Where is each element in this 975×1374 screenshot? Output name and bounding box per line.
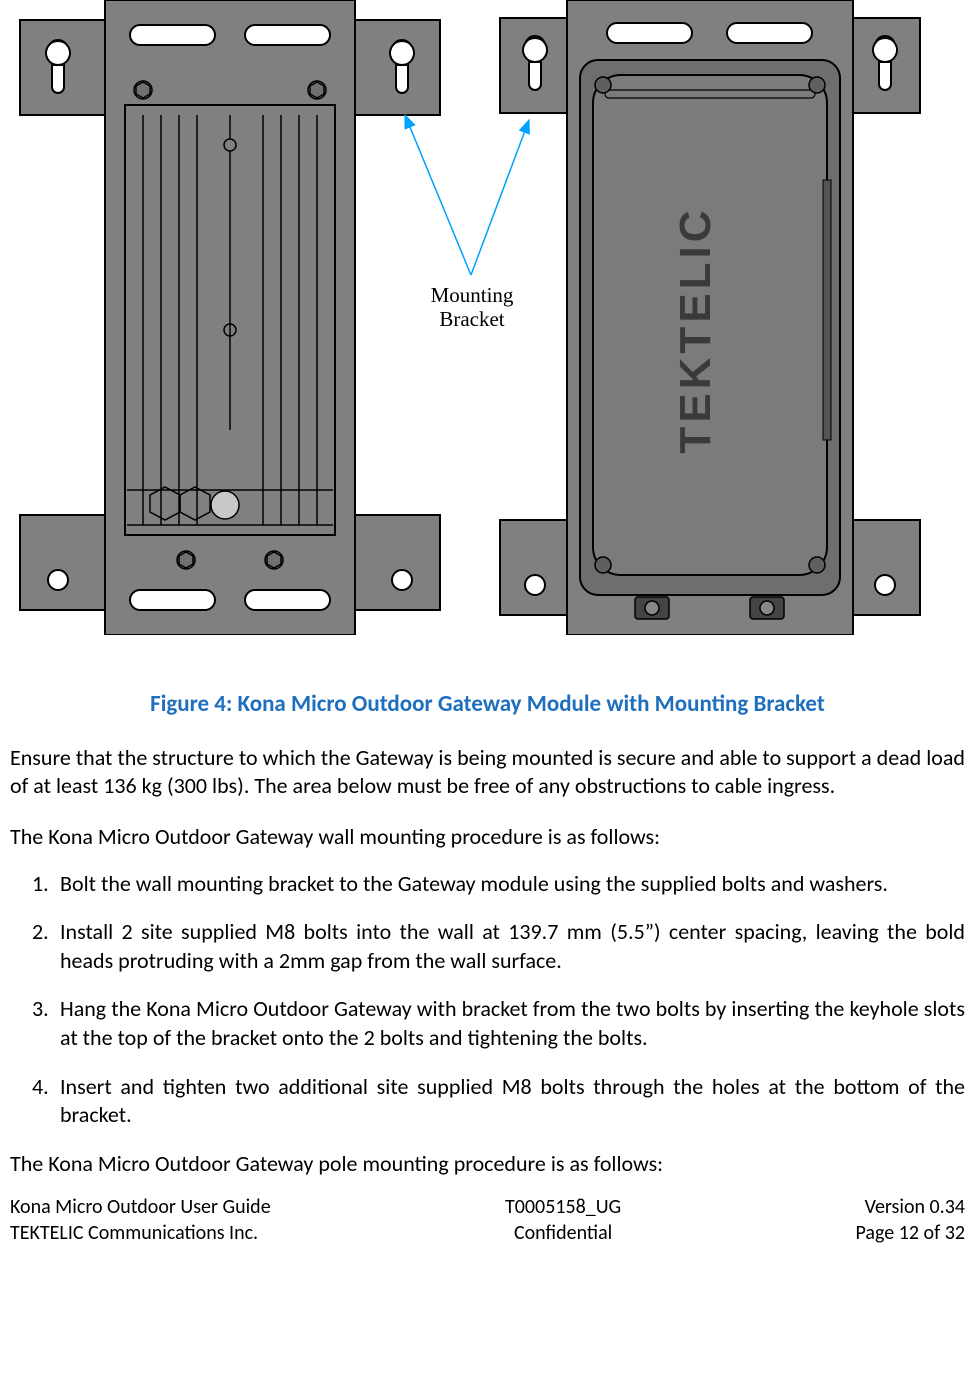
step-text: Insert and tighten two additional site s… <box>60 1073 965 1130</box>
footer-right-line2: Page 12 of 32 <box>856 1220 965 1246</box>
callout-label: Mounting Bracket <box>422 283 522 331</box>
left-bracket-drawing <box>15 0 445 635</box>
wall-mount-steps: 1. Bolt the wall mounting bracket to the… <box>10 870 965 1130</box>
step-number: 4. <box>10 1073 60 1130</box>
step-number: 1. <box>10 870 60 899</box>
footer-right-line1: Version 0.34 <box>856 1194 965 1220</box>
page-footer: Kona Micro Outdoor User Guide TEKTELIC C… <box>10 1186 965 1246</box>
step-4: 4. Insert and tighten two additional sit… <box>10 1073 965 1130</box>
figure-4-area: TEKTELIC Mounting Bracket <box>10 0 965 650</box>
footer-left-line1: Kona Micro Outdoor User Guide <box>10 1194 271 1220</box>
figure-caption: Figure 4: Kona Micro Outdoor Gateway Mod… <box>10 690 965 720</box>
paragraph-secure-structure: Ensure that the structure to which the G… <box>10 744 965 801</box>
pole-mount-intro: The Kona Micro Outdoor Gateway pole moun… <box>10 1150 965 1179</box>
step-text: Bolt the wall mounting bracket to the Ga… <box>60 870 965 899</box>
footer-left-line2: TEKTELIC Communications Inc. <box>10 1220 271 1246</box>
step-text: Hang the Kona Micro Outdoor Gateway with… <box>60 995 965 1052</box>
step-2: 2. Install 2 site supplied M8 bolts into… <box>10 918 965 975</box>
footer-center-line1: T0005158_UG <box>505 1194 621 1220</box>
wall-mount-intro: The Kona Micro Outdoor Gateway wall moun… <box>10 823 965 852</box>
step-text: Install 2 site supplied M8 bolts into th… <box>60 918 965 975</box>
step-number: 2. <box>10 918 60 975</box>
step-1: 1. Bolt the wall mounting bracket to the… <box>10 870 965 899</box>
device-logo: TEKTELIC <box>671 206 720 453</box>
footer-center-line2: Confidential <box>505 1220 621 1246</box>
step-number: 3. <box>10 995 60 1052</box>
callout-line1: Mounting Bracket <box>431 283 514 331</box>
right-bracket-drawing: TEKTELIC <box>495 0 925 635</box>
step-3: 3. Hang the Kona Micro Outdoor Gateway w… <box>10 995 965 1052</box>
